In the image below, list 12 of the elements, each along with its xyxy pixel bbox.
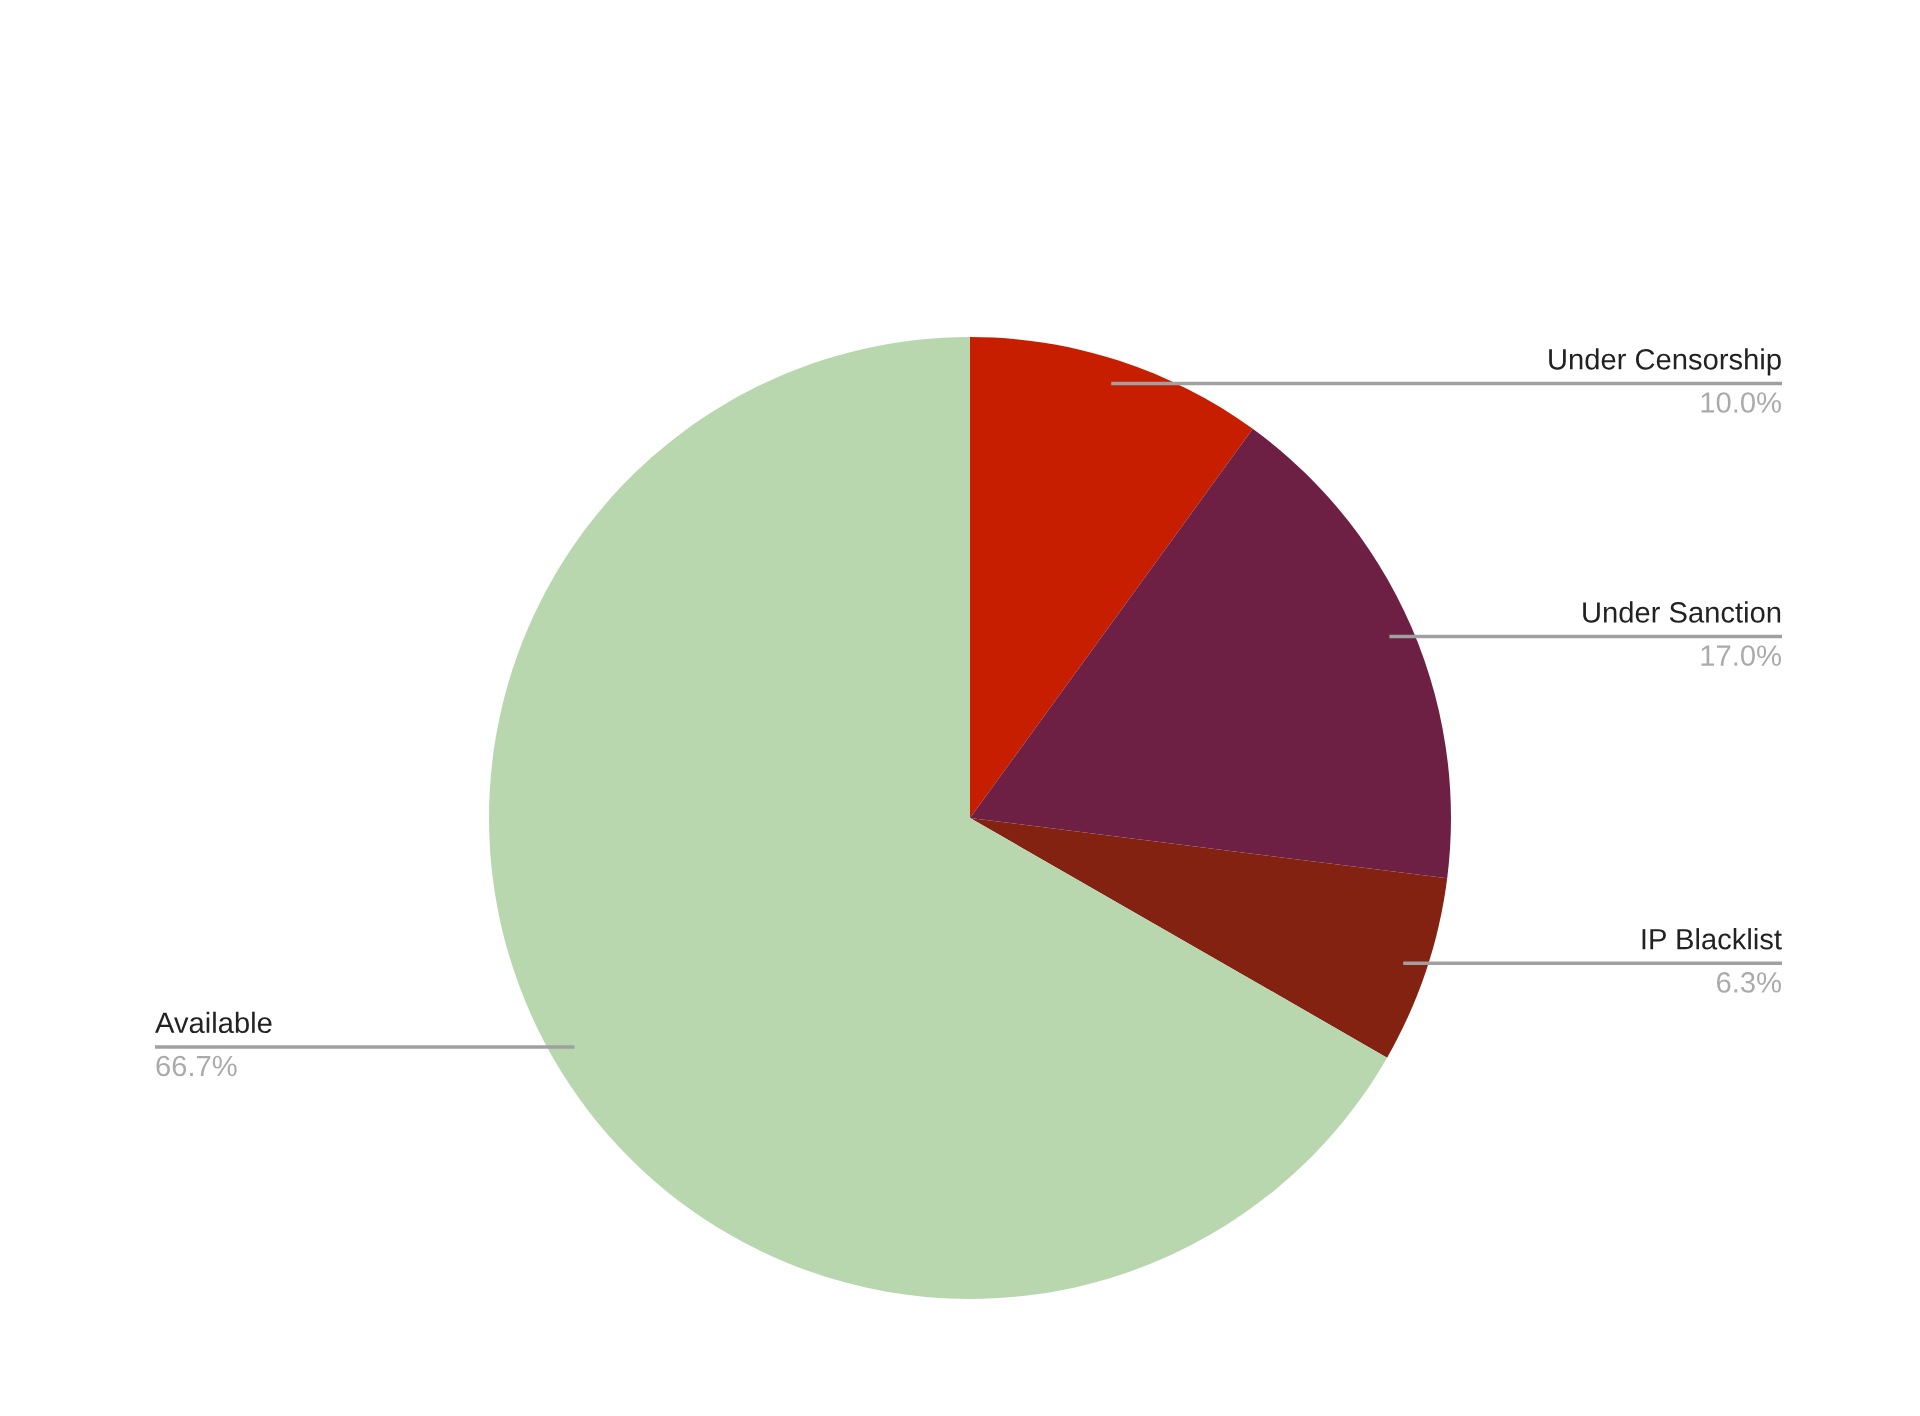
pie-slice <box>489 337 1388 1299</box>
data-label: 17.0% <box>1701 645 1781 666</box>
data-label: 10.0% <box>1701 392 1781 413</box>
slice-label: Available <box>155 1011 272 1034</box>
data-label: 6.3% <box>1717 972 1781 993</box>
pie-slice <box>970 337 1253 818</box>
pie-slice <box>970 428 1451 879</box>
slice-label: Under Sanction <box>1583 601 1781 623</box>
slice-label: IP Blacklist <box>1642 928 1782 950</box>
pie-slice <box>970 818 1448 1058</box>
slice-label: Under Censorship <box>1549 348 1781 376</box>
data-label: 66.7% <box>156 1055 237 1077</box>
